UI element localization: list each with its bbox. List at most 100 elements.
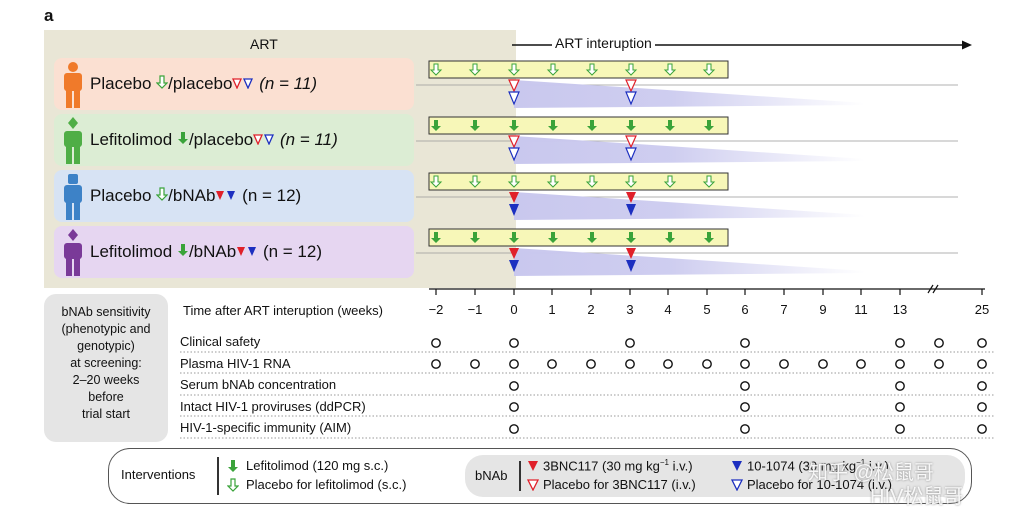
assay-label: Plasma HIV-1 RNA — [180, 356, 291, 371]
tick-label: 25 — [974, 302, 990, 317]
tick-label: −1 — [467, 302, 483, 317]
tick-label: 11 — [854, 302, 868, 317]
tick-label: −2 — [428, 302, 444, 317]
3bnc117-placebo-dose — [508, 135, 520, 149]
legend-placebo-3bnc117: Placebo for 3BNC117 (i.v.) — [543, 477, 696, 492]
sampling-grid — [180, 284, 995, 439]
assay-label: Serum bNAb concentration — [180, 377, 337, 392]
arm-lefitolimod-bnab: Lefitolimod /bNAb (n = 12) — [54, 226, 414, 278]
10-1074-placebo-icon — [731, 479, 743, 491]
sampling-timepoint — [509, 359, 519, 369]
bnab-legend-panel — [465, 455, 965, 497]
3bnc117-placebo-dose — [625, 135, 637, 149]
sampling-timepoint — [818, 359, 828, 369]
lefitolimod-dose — [470, 232, 480, 243]
sampling-timepoint — [977, 381, 987, 391]
sampling-timepoint — [977, 424, 987, 434]
sampling-timepoint — [977, 402, 987, 412]
arm-placebo-placebo: Placebo /placebo (n = 11) — [54, 58, 414, 110]
lefitolimod-placebo-icon — [155, 187, 169, 201]
sampling-timepoint — [895, 424, 905, 434]
interruption-shading — [514, 192, 865, 220]
3bnc117-dose — [509, 192, 519, 203]
10-1074-dose — [509, 260, 519, 272]
lefitolimod-icon — [177, 244, 188, 256]
interruption-shading — [514, 136, 865, 164]
lefitolimod-dose — [665, 120, 675, 131]
3bnc117-placebo-icon — [527, 479, 539, 491]
lefitolimod-dose — [626, 120, 636, 131]
art-phase-label: ART — [250, 36, 278, 52]
lefitolimod-placebo-dose — [663, 175, 677, 188]
arm-label: Placebo /bNAb (n = 12) — [90, 186, 302, 205]
lefitolimod-dosing-bar — [428, 116, 729, 135]
arm-placebo-bnab: Placebo /bNAb (n = 12) — [54, 170, 414, 222]
3bnc117-placebo-dose — [508, 79, 520, 93]
timeline-title: Time after ART interuption (weeks) — [183, 303, 383, 318]
sampling-timepoint — [895, 381, 905, 391]
screening-line: trial start — [82, 407, 130, 421]
sampling-timepoint — [509, 424, 519, 434]
sampling-timepoint — [740, 402, 750, 412]
arm-label: Lefitolimod /bNAb (n = 12) — [90, 242, 322, 261]
tick-label: 9 — [819, 302, 827, 317]
legend-interventions-label: Interventions — [121, 467, 196, 482]
lefitolimod-icon — [228, 460, 238, 472]
sampling-timepoint — [547, 359, 557, 369]
tick-label: 1 — [548, 302, 556, 317]
sampling-timepoint — [663, 359, 673, 369]
screening-line: genotypic) — [77, 339, 135, 353]
sampling-timepoint — [740, 359, 750, 369]
screening-line: 2–20 weeks — [72, 373, 140, 387]
sampling-timepoint — [509, 402, 519, 412]
sampling-timepoint — [509, 381, 519, 391]
3bnc117-dose — [626, 248, 636, 259]
person-icon — [64, 62, 82, 108]
sampling-timepoint — [977, 359, 987, 369]
lefitolimod-placebo-dose — [429, 175, 443, 188]
tick-label: 13 — [892, 302, 908, 317]
screening-line: before — [88, 390, 124, 404]
legend-10-1074: 10-1074 (30 mg kg−1 i.v.) — [747, 458, 889, 474]
lefitolimod-placebo-dose — [702, 63, 716, 76]
bnab-icon — [237, 247, 257, 256]
lefitolimod-dosing-bar — [428, 228, 729, 247]
assay-label: HIV-1-specific immunity (AIM) — [180, 420, 352, 435]
lefitolimod-icon — [177, 132, 188, 144]
tick-label: 2 — [587, 302, 595, 317]
sampling-timepoint — [856, 359, 866, 369]
lefitolimod-placebo-icon — [155, 75, 169, 89]
3bnc117-dose — [626, 192, 636, 203]
lefitolimod-placebo-dose — [507, 175, 521, 188]
lefitolimod-dose — [470, 120, 480, 131]
screening-line: at screening: — [70, 356, 142, 370]
lefitolimod-placebo-dose — [468, 175, 482, 188]
screening-line: (phenotypic and — [61, 322, 151, 336]
tick-label: 0 — [510, 302, 518, 317]
sampling-timepoint — [740, 338, 750, 348]
10-1074-placebo-dose — [508, 147, 520, 162]
screening-box: bNAb sensitivity (phenotypic and genotyp… — [44, 294, 168, 442]
lefitolimod-placebo-icon — [227, 478, 239, 492]
sampling-timepoint — [977, 338, 987, 348]
dosing-schema — [428, 60, 865, 276]
interruption-shading — [514, 248, 865, 276]
assay-label: Intact HIV-1 proviruses (ddPCR) — [180, 399, 366, 414]
lefitolimod-dose — [587, 120, 597, 131]
lefitolimod-placebo-dose — [546, 175, 560, 188]
legend: Interventions Lefitolimod (120 mg s.c.) … — [108, 448, 972, 504]
sampling-timepoint — [895, 338, 905, 348]
tick-label: 6 — [741, 302, 749, 317]
legend-3bnc117: 3BNC117 (30 mg kg−1 i.v.) — [543, 458, 693, 474]
sampling-timepoint — [895, 359, 905, 369]
sampling-timepoint — [740, 381, 750, 391]
lefitolimod-dose — [626, 232, 636, 243]
lefitolimod-dosing-bar — [428, 172, 729, 191]
legend-placebo-lefitolimod: Placebo for lefitolimod (s.c.) — [246, 477, 407, 492]
sampling-timepoint — [470, 359, 480, 369]
lefitolimod-dosing-bar — [428, 60, 729, 79]
10-1074-placebo-dose — [625, 147, 637, 162]
sampling-timepoint — [934, 338, 944, 348]
lefitolimod-dose — [704, 120, 714, 131]
bnab-placebo-icon — [253, 134, 275, 146]
